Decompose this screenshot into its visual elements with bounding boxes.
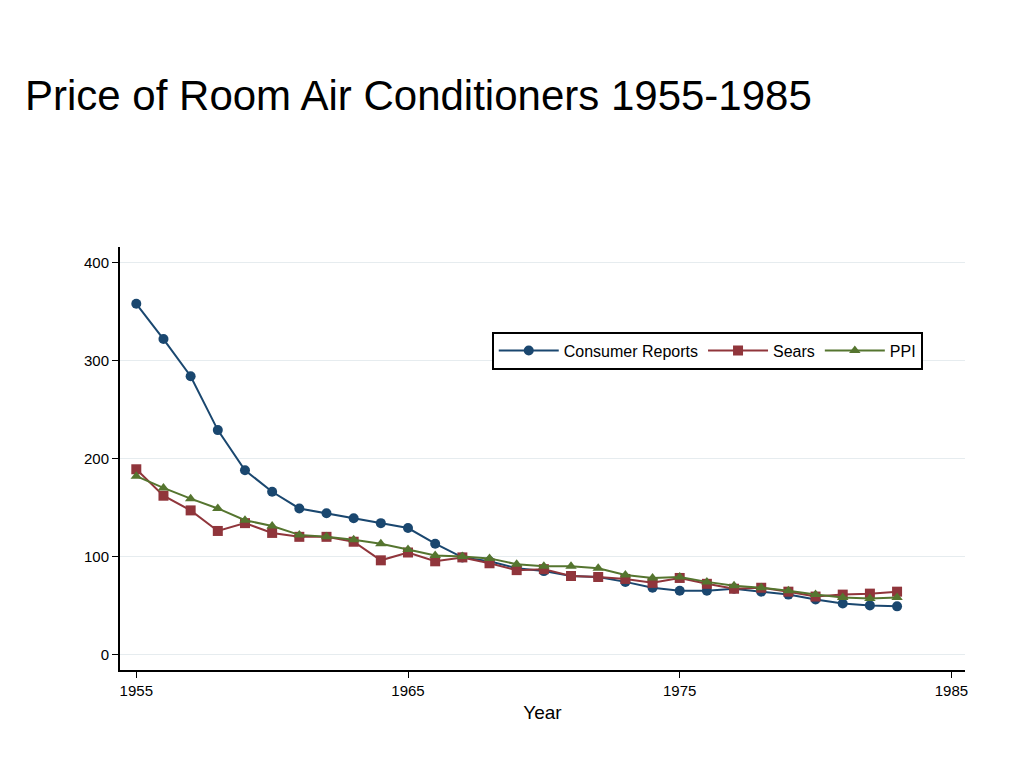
svg-text:0: 0 xyxy=(101,646,109,663)
svg-text:Year: Year xyxy=(523,702,562,723)
svg-text:1965: 1965 xyxy=(391,682,424,699)
svg-text:100: 100 xyxy=(84,548,109,565)
svg-text:300: 300 xyxy=(84,352,109,369)
svg-text:1975: 1975 xyxy=(663,682,696,699)
svg-text:400: 400 xyxy=(84,254,109,271)
svg-text:Price of Room Air Conditioners: Price of Room Air Conditioners 1955-1985 xyxy=(25,72,812,119)
svg-text:1985: 1985 xyxy=(935,682,968,699)
svg-text:Consumer Reports: Consumer Reports xyxy=(564,343,698,360)
svg-text:PPI: PPI xyxy=(890,343,916,360)
svg-text:Sears: Sears xyxy=(773,343,815,360)
svg-text:200: 200 xyxy=(84,450,109,467)
svg-text:1955: 1955 xyxy=(120,682,153,699)
